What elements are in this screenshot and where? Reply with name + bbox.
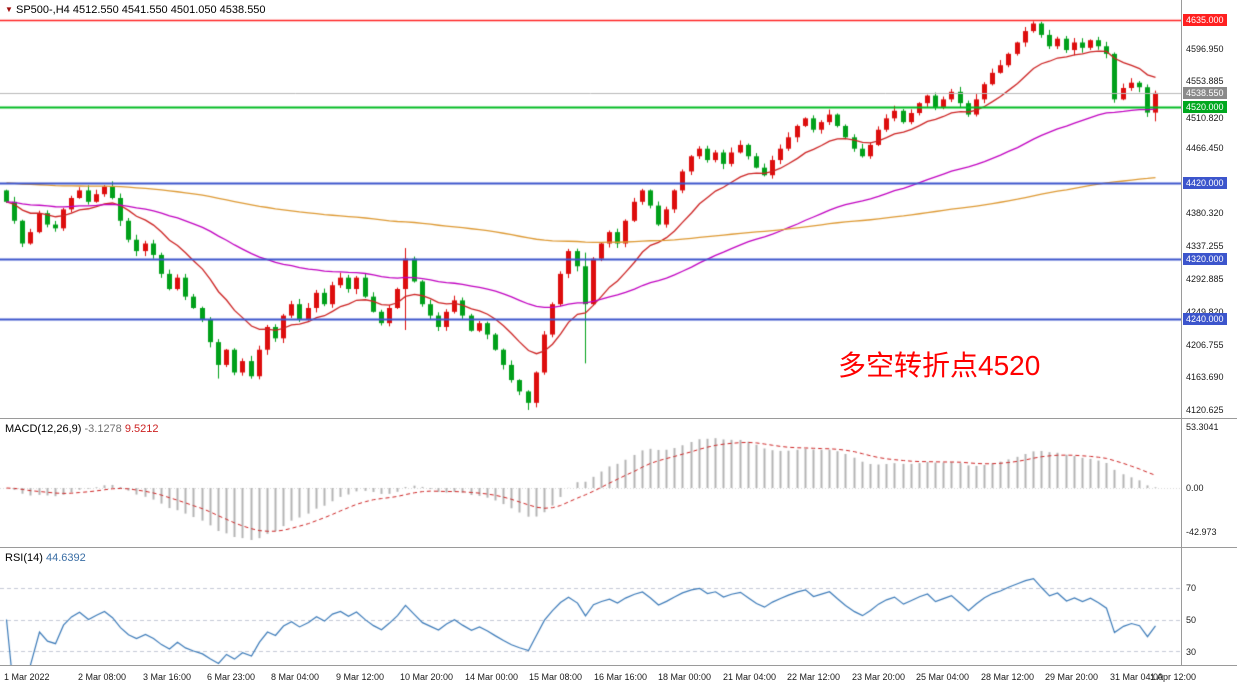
rsi-axis-tick: 30 xyxy=(1186,647,1197,657)
time-axis-label: 1 Apr 12:00 xyxy=(1150,672,1197,682)
macd-axis-tick: 53.3041 xyxy=(1186,422,1219,432)
macd-name: MACD(12,26,9) xyxy=(5,423,82,435)
time-axis-label: 16 Mar 16:00 xyxy=(594,672,648,682)
price-line-label: 4635.000 xyxy=(1183,13,1227,26)
time-axis-label: 8 Mar 04:00 xyxy=(271,672,320,682)
price-axis-tick: 4249.820 xyxy=(1186,306,1224,317)
time-axis-label: 28 Mar 12:00 xyxy=(981,672,1035,682)
rsi-name: RSI(14) xyxy=(5,552,43,564)
macd-main-value: -3.1278 xyxy=(84,423,122,435)
time-axis-label: 29 Mar 20:00 xyxy=(1045,672,1099,682)
price-axis-tick: 4337.255 xyxy=(1186,240,1224,251)
rsi-axis-tick: 70 xyxy=(1186,583,1197,593)
time-axis-label: 1 Mar 2022 xyxy=(4,672,50,682)
rsi-indicator-canvas[interactable] xyxy=(0,548,1181,665)
macd-axis-tick: 0.00 xyxy=(1186,483,1204,493)
time-axis-label: 15 Mar 08:00 xyxy=(529,672,583,682)
ohlc-values: 4512.550 4541.550 4501.050 4538.550 xyxy=(72,4,266,16)
time-axis-label: 6 Mar 23:00 xyxy=(207,672,256,682)
macd-axis-tick: -42.973 xyxy=(1186,527,1217,537)
price-axis-tick: 4553.885 xyxy=(1186,76,1224,87)
symbol-timeframe: SP500-,H4 xyxy=(15,4,70,16)
chart-text-annotation: 多空转折点4520 xyxy=(838,350,1041,381)
price-macd-divider[interactable] xyxy=(0,418,1237,419)
macd-rsi-divider[interactable] xyxy=(0,547,1237,548)
time-axis-label: 9 Mar 12:00 xyxy=(336,672,385,682)
time-axis-label: 31 Mar 04:00 xyxy=(1110,672,1164,682)
time-axis-label: 21 Mar 04:00 xyxy=(723,672,777,682)
price-scale-divider xyxy=(1181,0,1182,666)
rsi-axis-tick: 50 xyxy=(1186,615,1197,625)
price-line-label: 4520.000 xyxy=(1183,100,1227,113)
price-axis-tick: 4292.885 xyxy=(1186,274,1224,285)
symbol-dropdown-icon[interactable]: ▼ xyxy=(5,5,13,14)
chart-timeaxis-divider xyxy=(0,665,1237,666)
time-axis-label: 2 Mar 08:00 xyxy=(78,672,127,682)
price-line-label: 4240.000 xyxy=(1183,313,1227,326)
price-line-label: 4320.000 xyxy=(1183,252,1227,265)
time-axis-label: 3 Mar 16:00 xyxy=(143,672,192,682)
time-axis-label: 18 Mar 00:00 xyxy=(658,672,712,682)
time-axis-label: 14 Mar 00:00 xyxy=(465,672,519,682)
price-axis-tick: 4380.320 xyxy=(1186,207,1224,218)
time-axis-label: 25 Mar 04:00 xyxy=(916,672,970,682)
price-line-label: 4538.550 xyxy=(1183,86,1227,99)
time-axis-label: 10 Mar 20:00 xyxy=(400,672,454,682)
price-axis-tick: 4596.950 xyxy=(1186,43,1224,54)
rsi-value: 44.6392 xyxy=(45,552,86,564)
price-axis-tick: 4120.625 xyxy=(1186,404,1224,415)
price-line-label: 4420.000 xyxy=(1183,176,1227,189)
rsi-indicator-label: RSI(14) 44.6392 xyxy=(5,552,86,564)
price-chart-canvas[interactable] xyxy=(0,0,1181,418)
macd-signal-value: 9.5212 xyxy=(124,423,159,435)
price-axis-tick: 4466.450 xyxy=(1186,142,1224,153)
price-axis-tick: 4510.820 xyxy=(1186,112,1224,123)
time-axis-label: 22 Mar 12:00 xyxy=(787,672,841,682)
price-axis-tick: 4163.690 xyxy=(1186,372,1224,383)
price-axis-tick: 4206.755 xyxy=(1186,339,1224,350)
chart-title: ▼ SP500-,H4 4512.550 4541.550 4501.050 4… xyxy=(5,4,266,16)
macd-indicator-label: MACD(12,26,9) -3.1278 9.5212 xyxy=(5,423,159,435)
time-axis-label: 23 Mar 20:00 xyxy=(852,672,906,682)
macd-indicator-canvas[interactable] xyxy=(0,419,1181,547)
